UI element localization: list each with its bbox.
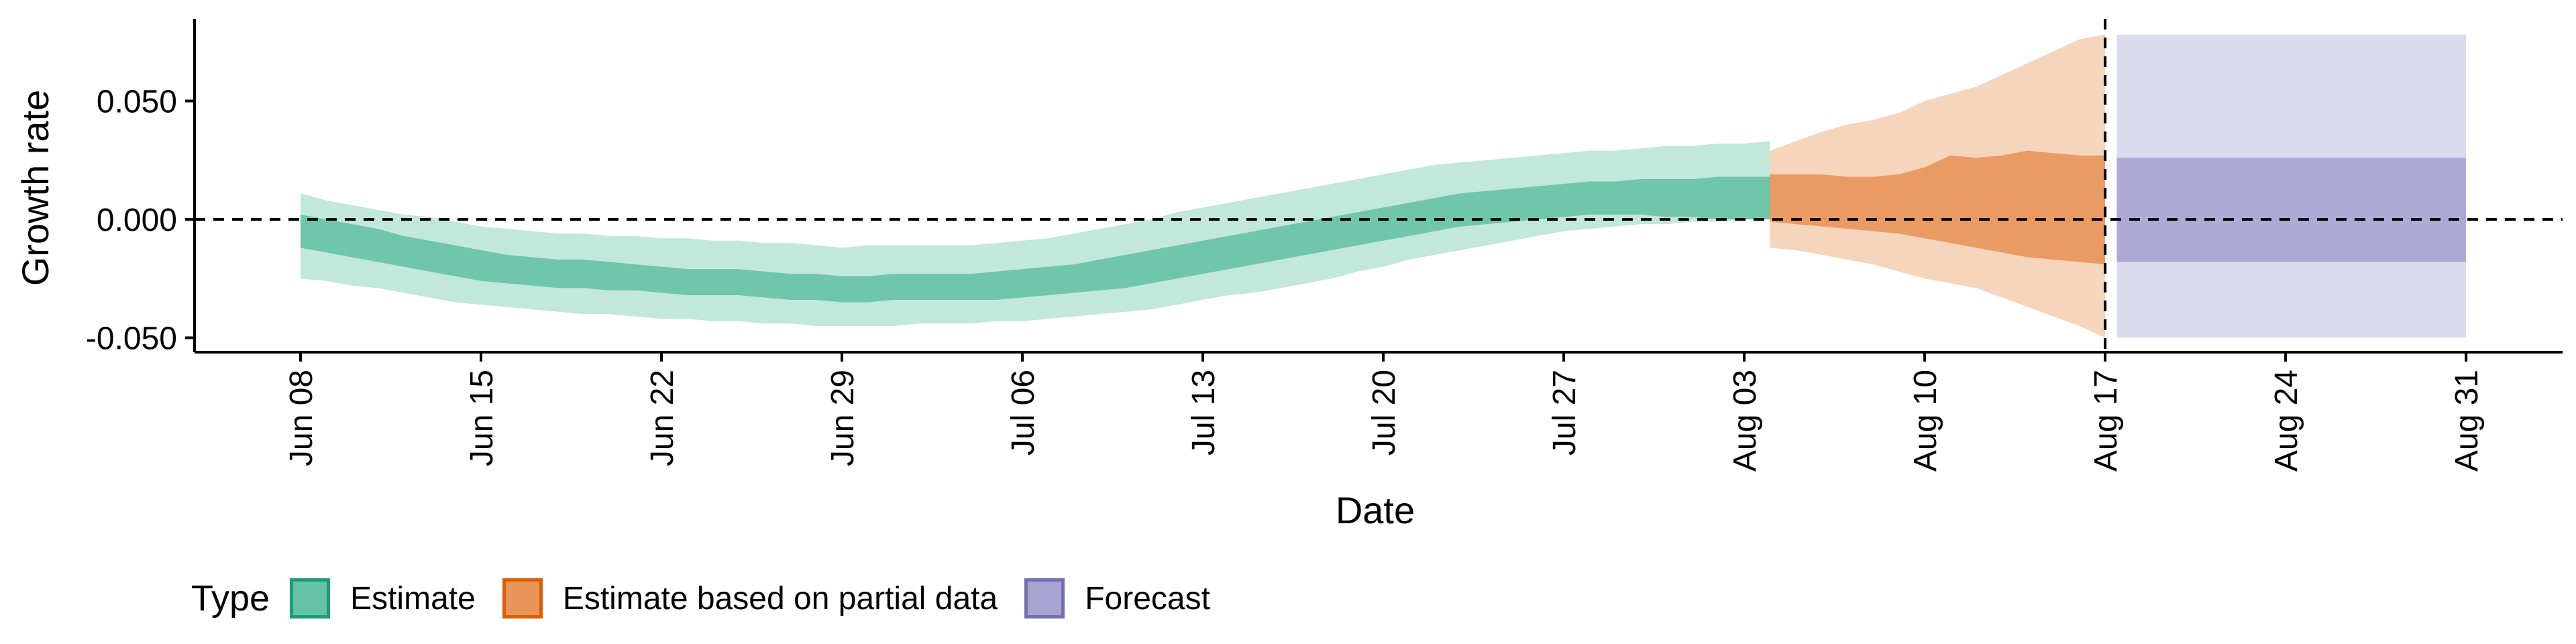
y-tick-label: 0.000 [97, 203, 177, 238]
x-tick-label: Jun 29 [825, 370, 861, 466]
legend-swatch [502, 578, 543, 619]
y-axis-title: Growth rate [14, 90, 56, 286]
x-tick-label: Jun 08 [284, 370, 319, 466]
x-tick-label: Jul 13 [1186, 370, 1222, 455]
estimate-outer-band [301, 141, 1770, 326]
legend-title: Type [191, 578, 270, 619]
x-tick-label: Aug 31 [2449, 370, 2485, 472]
x-tick-label: Jun 22 [645, 370, 680, 466]
legend-items: Estimate Estimate based on partial data Fo… [290, 578, 1237, 619]
chart-axes [193, 19, 2563, 354]
legend-swatch [1024, 578, 1065, 619]
y-tick-label: -0.050 [86, 321, 177, 357]
estimate-based-on-partial-data-inner-band [1770, 150, 2106, 265]
x-tick-label: Jul 06 [1006, 370, 1041, 455]
legend-item-estimate-based-on-partial-data: Estimate based on partial data [502, 578, 998, 619]
estimate-inner-band [301, 176, 1770, 303]
legend-label: Estimate based on partial data [562, 580, 998, 616]
x-tick-label: Jul 20 [1366, 370, 1402, 455]
legend: Type Estimate Estimate based on partial d… [191, 576, 1237, 621]
legend-item-estimate: Estimate [290, 578, 476, 619]
x-axis-title: Date [1336, 489, 1415, 531]
x-tick-label: Aug 10 [1908, 370, 1943, 472]
legend-swatch [290, 578, 331, 619]
reference-lines [195, 19, 2563, 352]
x-tick-label: Jul 27 [1547, 370, 1582, 455]
x-tick-label: Aug 03 [1727, 370, 1763, 472]
x-tick-label: Jun 15 [464, 370, 500, 466]
x-tick-label: Aug 24 [2269, 370, 2304, 472]
chart-ticks: 0.050 0.000 -0.050 Jun 08 Jun 15 Jun 22 Jun 29… [86, 85, 2485, 472]
legend-label: Estimate [350, 580, 476, 616]
x-tick-label: Aug 17 [2088, 370, 2124, 472]
y-tick-label: 0.050 [97, 85, 177, 120]
legend-label: Forecast [1085, 580, 1210, 616]
legend-item-forecast: Forecast [1024, 578, 1210, 619]
chart-bands [301, 34, 2467, 338]
forecast-inner-band [2116, 158, 2467, 262]
